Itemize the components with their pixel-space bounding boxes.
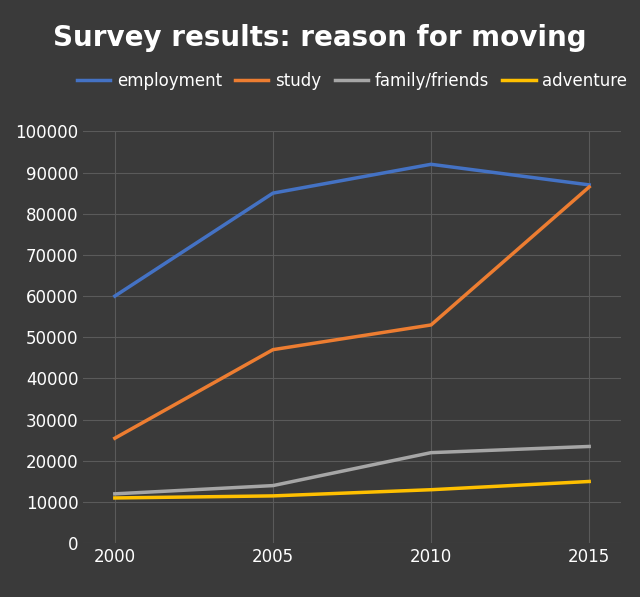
employment xyxy=(586,181,593,189)
Legend: employment, study, family/friends, adventure: employment, study, family/friends, adven… xyxy=(70,66,634,97)
family/friends xyxy=(269,482,276,489)
employment xyxy=(428,161,435,168)
adventure xyxy=(111,494,118,501)
employment xyxy=(269,189,276,196)
employment xyxy=(111,293,118,300)
adventure xyxy=(428,486,435,493)
study xyxy=(586,183,593,190)
Line: adventure: adventure xyxy=(115,481,589,498)
family/friends xyxy=(428,449,435,456)
family/friends xyxy=(586,443,593,450)
study xyxy=(111,435,118,442)
Line: family/friends: family/friends xyxy=(115,447,589,494)
Text: Survey results: reason for moving: Survey results: reason for moving xyxy=(53,24,587,52)
study xyxy=(428,321,435,328)
adventure xyxy=(269,493,276,500)
Line: employment: employment xyxy=(115,164,589,296)
adventure xyxy=(586,478,593,485)
study xyxy=(269,346,276,353)
Line: study: study xyxy=(115,187,589,438)
family/friends xyxy=(111,490,118,497)
